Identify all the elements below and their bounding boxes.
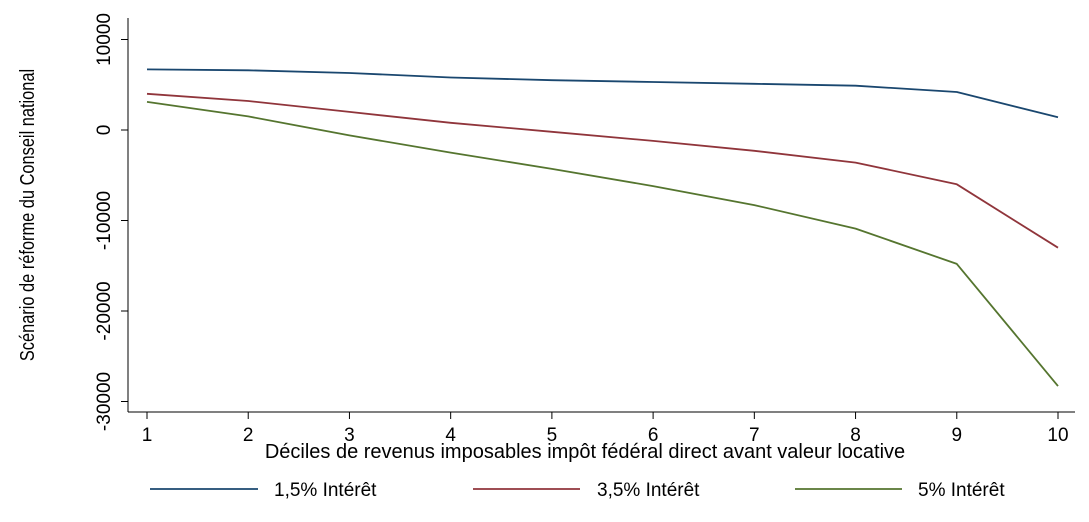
legend-label: 3,5% Intérêt [597,480,700,501]
y-tick-label: -30000 [94,372,115,431]
x-tick-label: 1 [142,425,153,446]
x-tick-label: 6 [648,425,659,446]
y-tick-label: 10000 [94,13,115,66]
x-tick-label: 8 [850,425,861,446]
legend-item-1: 1,5% Intérêt [150,480,377,501]
legend-item-3: 5% Intérêt [795,480,1005,501]
y-axis: 10000 0 -10000 -20000 -30000 [94,13,129,431]
x-axis: 1 2 3 4 5 6 7 8 9 10 [128,411,1075,446]
y-tick-label: -10000 [94,191,115,250]
legend-item-2: 3,5% Intérêt [473,480,700,501]
x-tick-label: 9 [951,425,962,446]
x-tick-label: 4 [445,425,456,446]
x-tick-label: 2 [243,425,254,446]
y-axis-title: Scénario de réforme du Conseil national [15,69,38,361]
legend-label: 5% Intérêt [918,480,1005,501]
x-tick-label: 7 [749,425,760,446]
legend-label: 1,5% Intérêt [274,480,377,501]
x-tick-label: 3 [344,425,355,446]
x-axis-title: Déciles de revenus imposables impôt fédé… [265,441,905,463]
legend: 1,5% Intérêt 3,5% Intérêt 5% Intérêt [150,480,1005,501]
x-tick-label: 5 [547,425,558,446]
x-tick-label: 10 [1047,425,1068,446]
series-line-3 [146,101,1059,387]
series-lines [146,68,1059,387]
series-line-2 [146,92,1059,249]
y-tick-label: -20000 [94,281,115,340]
y-tick-label: 0 [94,125,115,136]
series-line-1 [146,68,1059,119]
